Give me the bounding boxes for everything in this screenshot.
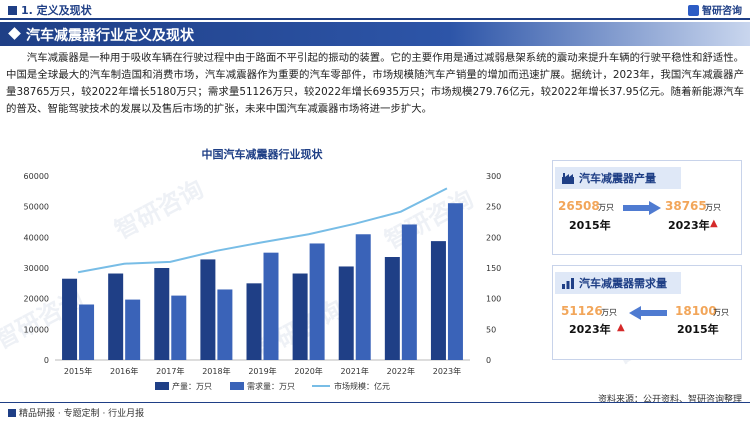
combo-chart: 中国汽车减震器行业现状 0 10000 20000 30000 40000 50000 600… bbox=[24, 147, 502, 391]
card-left-value: 26508 bbox=[558, 199, 600, 213]
title-bar: 汽车减震器行业定义及现状 bbox=[0, 22, 750, 46]
legend-label-demand: 需求量：万只 bbox=[247, 381, 295, 391]
y-right-tick-label: 150 bbox=[486, 264, 501, 273]
footer-square-icon bbox=[8, 409, 16, 417]
card-right-year: 2015年 bbox=[677, 323, 719, 336]
demand-bar bbox=[79, 304, 95, 360]
card-left-year: 2023年 bbox=[569, 323, 611, 336]
x-tick-label: 2023年 bbox=[433, 366, 461, 376]
production-bar bbox=[292, 273, 308, 360]
card-right-year: 2023年 bbox=[668, 219, 710, 232]
y-right-tick-label: 100 bbox=[486, 295, 501, 304]
x-tick-label: 2020年 bbox=[294, 366, 322, 376]
card-title: 汽车减震器产量 bbox=[579, 172, 656, 185]
x-tick-label: 2016年 bbox=[110, 366, 138, 376]
demand-bar bbox=[309, 243, 325, 360]
section-square-icon bbox=[8, 6, 17, 15]
section-label: 1. 定义及现状 bbox=[8, 2, 92, 18]
page-title: 汽车减震器行业定义及现状 bbox=[26, 28, 194, 44]
production-bar bbox=[246, 283, 262, 360]
card-right-value: 18100 bbox=[675, 304, 717, 318]
bar-chart-icon bbox=[562, 278, 574, 289]
legend-label-production: 产量：万只 bbox=[172, 381, 212, 391]
source-note: 资料来源：公开资料、智研咨询整理 bbox=[597, 395, 742, 405]
up-arrow-icon: ▲ bbox=[617, 322, 625, 333]
demand-card: 汽车减震器需求量 51126 万只 2023年 ▲ 18100 万只 2015年 bbox=[552, 265, 742, 360]
production-bar bbox=[62, 278, 78, 360]
diamond-icon bbox=[8, 27, 21, 40]
section-text: 1. 定义及现状 bbox=[21, 4, 92, 17]
y-right-tick-label: 0 bbox=[486, 356, 491, 365]
card-right-value: 38765 bbox=[665, 199, 707, 213]
demand-bar bbox=[217, 289, 233, 360]
card-left-value: 51126 bbox=[561, 304, 603, 318]
top-bar: 1. 定义及现状 智研咨询 bbox=[0, 0, 750, 18]
production-bar bbox=[108, 273, 124, 360]
card-title: 汽车减震器需求量 bbox=[579, 277, 667, 290]
production-bar bbox=[384, 257, 400, 360]
production-bar bbox=[200, 259, 216, 360]
x-tick-label: 2022年 bbox=[387, 366, 415, 376]
y-right-tick-label: 200 bbox=[486, 233, 501, 242]
arrow-right-icon bbox=[623, 201, 661, 215]
factory-icon bbox=[562, 173, 574, 184]
x-tick-label: 2019年 bbox=[248, 366, 276, 376]
legend-swatch-demand bbox=[230, 382, 244, 390]
card-left-year: 2015年 bbox=[569, 219, 611, 232]
top-divider bbox=[0, 18, 750, 20]
card-right-unit: 万只 bbox=[705, 203, 721, 212]
y-left-tick-label: 30000 bbox=[24, 264, 49, 273]
chart-title: 中国汽车减震器行业现状 bbox=[202, 147, 324, 161]
x-tick-label: 2018年 bbox=[202, 366, 230, 376]
card-header: 汽车减震器产量 bbox=[555, 167, 681, 189]
arrow-left-icon bbox=[629, 306, 667, 320]
y-left-tick-label: 60000 bbox=[24, 172, 49, 181]
up-arrow-icon: ▲ bbox=[710, 218, 718, 229]
footer-tagline: 精品研报 · 专题定制 · 行业月报 bbox=[8, 406, 144, 419]
demand-bar bbox=[355, 234, 371, 360]
market-size-line bbox=[77, 187, 448, 274]
production-bar bbox=[430, 241, 446, 360]
y-left-tick-label: 20000 bbox=[24, 295, 49, 304]
intro-paragraph: 汽车减震器是一种用于吸收车辆在行驶过程中由于路面不平引起的振动的装置。它的主要作… bbox=[6, 52, 744, 115]
demand-bar bbox=[401, 224, 417, 360]
legend-label-market: 市场规模：亿元 bbox=[334, 381, 390, 391]
demand-bar bbox=[171, 295, 187, 360]
production-bar bbox=[338, 266, 354, 360]
legend-swatch-production bbox=[155, 382, 169, 390]
demand-bar bbox=[447, 203, 463, 360]
x-tick-label: 2015年 bbox=[64, 366, 92, 376]
x-tick-label: 2021年 bbox=[341, 366, 369, 376]
demand-bar bbox=[263, 252, 279, 360]
brand-logo: 智研咨询 bbox=[688, 2, 742, 17]
y-left-tick-label: 0 bbox=[44, 356, 49, 365]
card-left-unit: 万只 bbox=[598, 203, 614, 212]
y-left-tick-label: 40000 bbox=[24, 233, 49, 242]
brand-logo-text: 智研咨询 bbox=[702, 6, 742, 17]
bottom-divider bbox=[0, 402, 750, 403]
x-tick-label: 2017年 bbox=[156, 366, 184, 376]
brand-logo-icon bbox=[688, 5, 699, 16]
production-card: 汽车减震器产量 26508 万只 2015年 38765 万只 2023年 ▲ bbox=[552, 160, 742, 255]
card-header: 汽车减震器需求量 bbox=[555, 272, 681, 294]
production-bar bbox=[154, 268, 170, 360]
footer-tagline-text: 精品研报 · 专题定制 · 行业月报 bbox=[19, 409, 145, 419]
y-left-tick-label: 10000 bbox=[24, 325, 49, 334]
card-right-unit: 万只 bbox=[713, 308, 729, 317]
y-left-tick-label: 50000 bbox=[24, 203, 49, 212]
y-right-tick-label: 300 bbox=[486, 172, 501, 181]
y-right-tick-label: 250 bbox=[486, 203, 501, 212]
demand-bar bbox=[125, 299, 141, 360]
y-right-tick-label: 50 bbox=[486, 325, 496, 334]
card-left-unit: 万只 bbox=[601, 308, 617, 317]
